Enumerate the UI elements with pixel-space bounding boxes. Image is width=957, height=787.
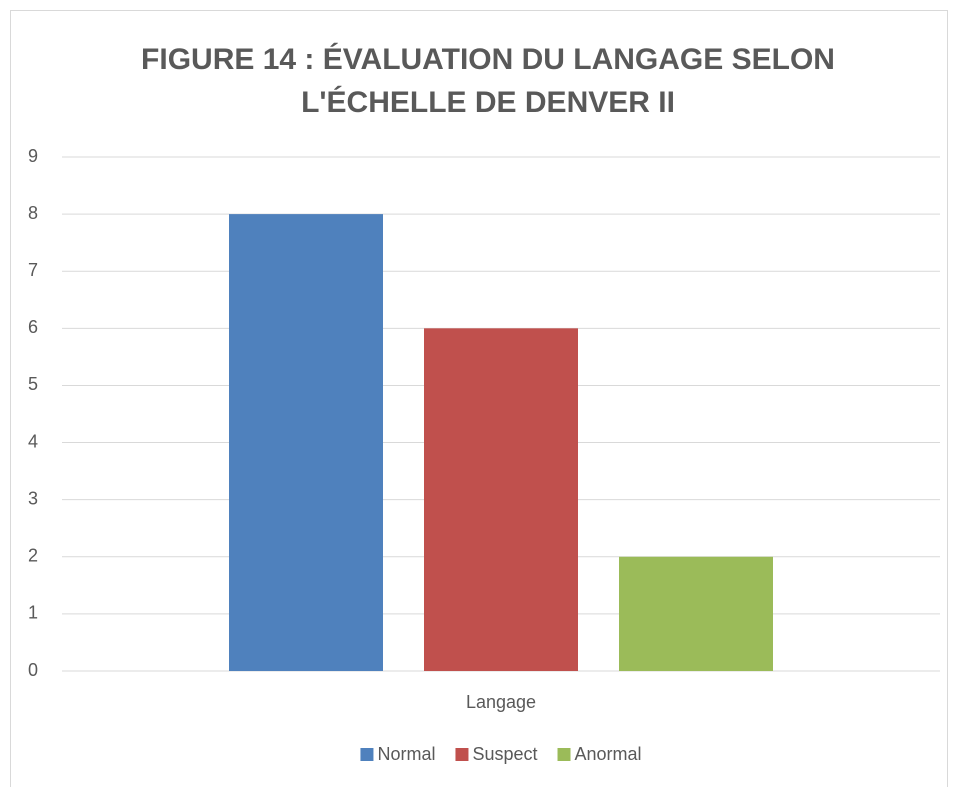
y-tick-label: 8 — [28, 203, 38, 223]
y-tick-label: 9 — [28, 146, 38, 166]
bar — [424, 328, 578, 671]
y-tick-label: 3 — [28, 488, 38, 508]
y-tick-label: 0 — [28, 660, 38, 680]
legend-swatch — [455, 748, 469, 761]
chart-border — [10, 10, 948, 787]
y-tick-label: 2 — [28, 546, 38, 566]
chart-title: FIGURE 14 : ÉVALUATION DU LANGAGE SELON … — [141, 43, 835, 119]
legend-swatch — [360, 748, 374, 761]
bar — [229, 214, 383, 671]
y-tick-label: 7 — [28, 260, 38, 280]
bar — [619, 556, 773, 671]
y-tick-label: 4 — [28, 431, 38, 451]
y-tick-label: 5 — [28, 374, 38, 394]
legend-label: Normal — [377, 744, 435, 764]
legend-swatch — [557, 748, 571, 761]
legend-label: Anormal — [575, 744, 642, 764]
legend-label: Suspect — [472, 744, 537, 764]
x-tick-label: Langage — [466, 692, 536, 712]
y-tick-label: 1 — [28, 603, 38, 623]
y-tick-label: 6 — [28, 317, 38, 337]
